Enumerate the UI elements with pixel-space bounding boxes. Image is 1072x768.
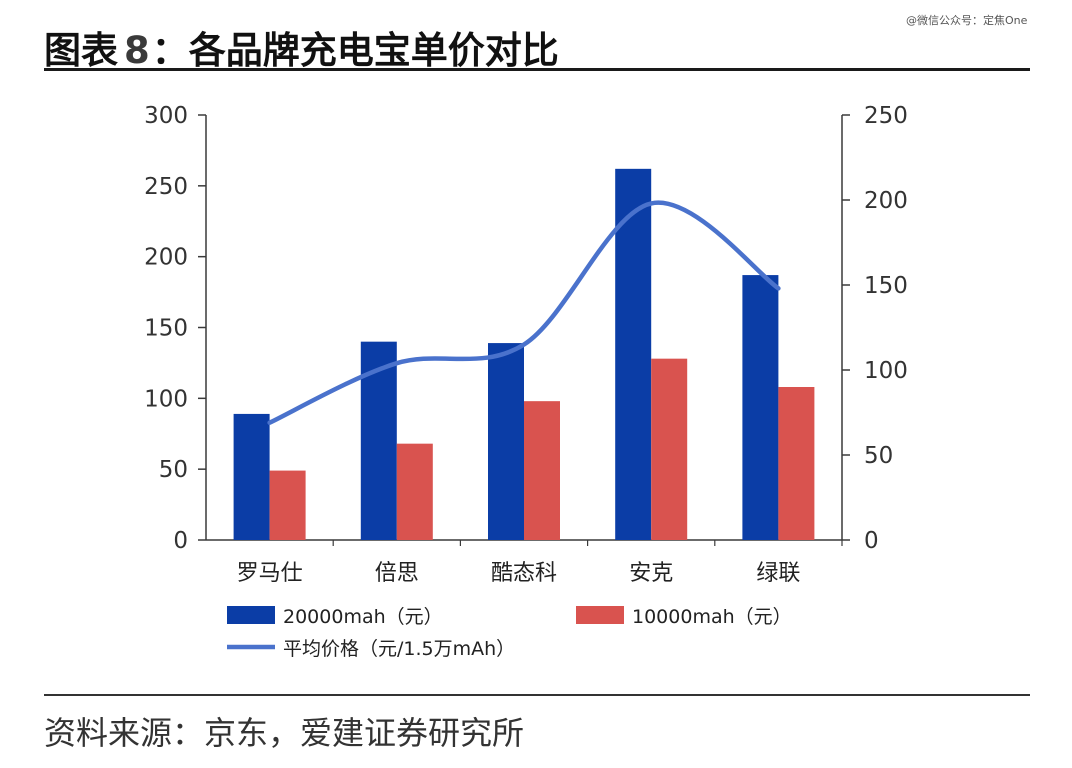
- title-number: 8: [124, 29, 150, 72]
- left-tick-label: 200: [144, 245, 188, 271]
- category-label: 罗马仕: [237, 561, 303, 586]
- average-price-line: [267, 200, 781, 425]
- bar-20000mah: [488, 343, 524, 540]
- left-tick-label: 0: [173, 528, 188, 554]
- bar-10000mah: [396, 443, 433, 540]
- figure-title: 图表 8 ：各品牌充电宝单价对比: [44, 20, 559, 74]
- watermark: @微信公众号：定焦One: [906, 14, 1028, 27]
- source-rule: [44, 694, 1030, 696]
- right-tick-label: 150: [864, 273, 908, 299]
- left-tick-label: 50: [159, 457, 188, 483]
- category-label: 酷态科: [491, 561, 557, 586]
- category-label: 安克: [629, 561, 673, 586]
- bar-10000mah: [269, 470, 306, 540]
- bar-10000mah: [651, 358, 688, 540]
- left-tick-label: 250: [144, 174, 188, 200]
- left-tick-label: 300: [144, 103, 188, 129]
- bar-20000mah: [233, 413, 270, 540]
- left-tick-label: 150: [144, 316, 188, 342]
- legend-average-price-label: 平均价格（元/1.5万mAh）: [283, 638, 515, 660]
- legend-20000mah-swatch: [227, 606, 275, 624]
- legend-10000mah-label: 10000mah（元）: [632, 606, 792, 628]
- bar-20000mah: [742, 275, 779, 540]
- title-rule: [44, 68, 1030, 71]
- chart: 0 50 100 150 200 250 300 0 50 100 150 200 250 罗马仕 倍思 酷态…: [144, 103, 908, 660]
- legend-20000mah-label: 20000mah（元）: [283, 606, 443, 628]
- right-tick-label: 50: [864, 443, 893, 469]
- legend-10000mah-swatch: [576, 606, 624, 624]
- bar-20000mah: [615, 168, 652, 541]
- bar-10000mah: [524, 401, 560, 540]
- right-tick-label: 200: [864, 188, 908, 214]
- right-tick-label: 100: [864, 358, 908, 384]
- left-tick-label: 100: [144, 386, 188, 412]
- right-tick-label: 0: [864, 528, 879, 554]
- source-note: 资料来源：京东，爱建证券研究所: [44, 714, 525, 752]
- category-label: 倍思: [375, 561, 419, 586]
- title-prefix: 图表: [44, 29, 118, 72]
- bar-10000mah: [778, 387, 815, 540]
- right-tick-label: 250: [864, 103, 908, 129]
- category-label: 绿联: [756, 561, 800, 586]
- title-text: ：各品牌充电宝单价对比: [151, 29, 559, 72]
